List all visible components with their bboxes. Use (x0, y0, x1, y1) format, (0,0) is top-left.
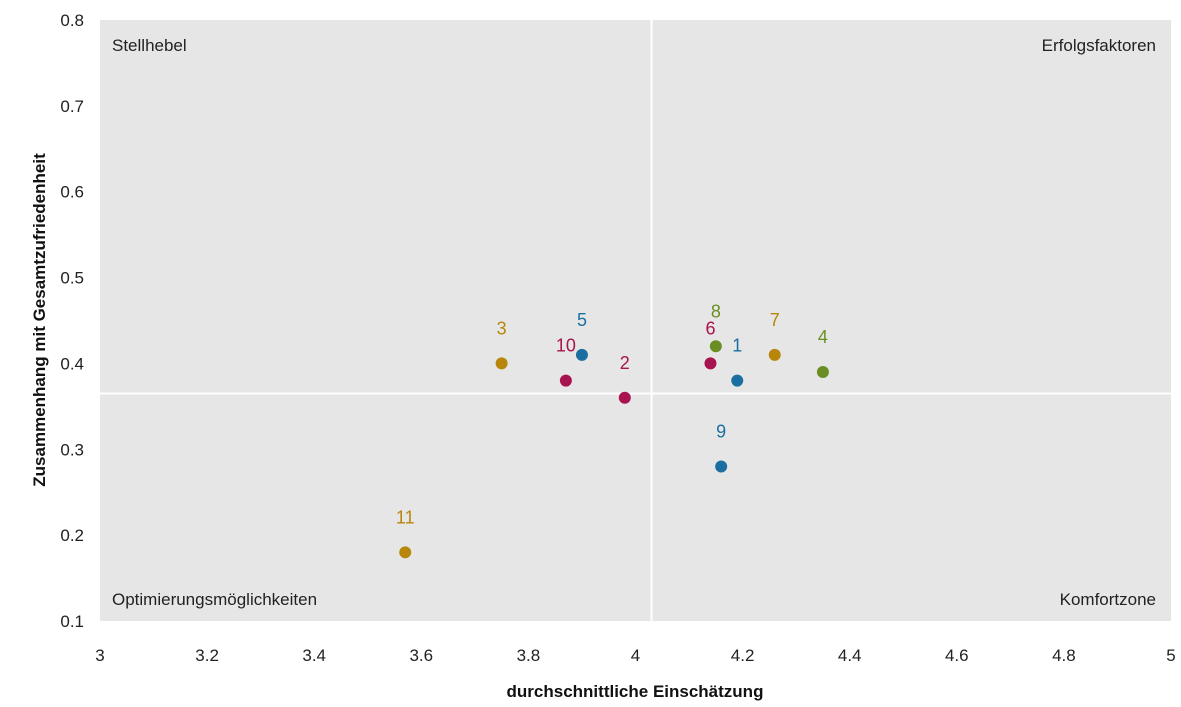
plot-background (100, 20, 1171, 621)
point-label-5: 5 (577, 310, 587, 330)
point-label-10: 10 (556, 336, 576, 356)
y-tick-label: 0.3 (60, 440, 84, 459)
point-label-4: 4 (818, 327, 828, 347)
x-tick-label: 3.6 (409, 646, 433, 665)
quadrant-label-top-left: Stellhebel (112, 36, 187, 55)
data-point-2 (618, 391, 631, 404)
x-tick-label: 5 (1166, 646, 1175, 665)
point-label-7: 7 (770, 310, 780, 330)
x-tick-label: 4.2 (731, 646, 755, 665)
x-tick-label: 4 (631, 646, 640, 665)
y-tick-label: 0.5 (60, 269, 84, 288)
point-label-1: 1 (732, 336, 742, 356)
x-axis-ticks: 3 3.2 3.4 3.6 3.8 4 4.2 4.4 4.6 4.8 5 (95, 646, 1175, 665)
x-tick-label: 4.6 (945, 646, 969, 665)
quadrant-label-bottom-right: Komfortzone (1060, 590, 1156, 609)
y-tick-label: 0.8 (60, 11, 84, 30)
data-point-8 (709, 340, 722, 353)
data-point-6 (704, 357, 717, 370)
point-label-3: 3 (497, 318, 507, 338)
reference-lines (100, 20, 1171, 621)
y-axis-title: Zusammenhang mit Gesamtzufriedenheit (30, 153, 49, 487)
y-axis-ticks: 0.1 0.2 0.3 0.4 0.5 0.6 0.7 0.8 (60, 11, 84, 631)
x-axis-title: durchschnittliche Einschätzung (507, 682, 764, 701)
y-tick-label: 0.4 (60, 354, 84, 373)
quadrant-label-top-right: Erfolgsfaktoren (1042, 36, 1156, 55)
x-tick-label: 4.8 (1052, 646, 1076, 665)
y-tick-label: 0.1 (60, 612, 84, 631)
point-label-11: 11 (396, 507, 415, 527)
x-tick-label: 3.4 (302, 646, 326, 665)
data-point-4 (816, 366, 829, 379)
quadrant-label-bottom-left: Optimierungsmöglichkeiten (112, 590, 317, 609)
x-tick-label: 4.4 (838, 646, 862, 665)
point-label-8: 8 (711, 301, 721, 321)
data-point-9 (715, 460, 728, 473)
data-point-11 (399, 546, 412, 559)
data-point-1 (731, 374, 744, 387)
data-point-3 (495, 357, 508, 370)
point-label-6: 6 (705, 318, 715, 338)
y-tick-label: 0.7 (60, 97, 84, 116)
x-tick-label: 3 (95, 646, 104, 665)
y-tick-label: 0.2 (60, 526, 84, 545)
point-label-2: 2 (620, 353, 630, 373)
x-tick-label: 3.2 (195, 646, 219, 665)
data-points: 1 2 3 4 5 6 7 8 9 10 11 (396, 301, 829, 559)
y-tick-label: 0.6 (60, 183, 84, 202)
x-tick-label: 3.8 (517, 646, 541, 665)
data-point-5 (575, 348, 588, 361)
point-label-9: 9 (716, 421, 726, 441)
quadrant-labels: Stellhebel Erfolgsfaktoren Optimierungsm… (112, 36, 1156, 609)
data-point-7 (768, 348, 781, 361)
data-point-10 (559, 374, 572, 387)
